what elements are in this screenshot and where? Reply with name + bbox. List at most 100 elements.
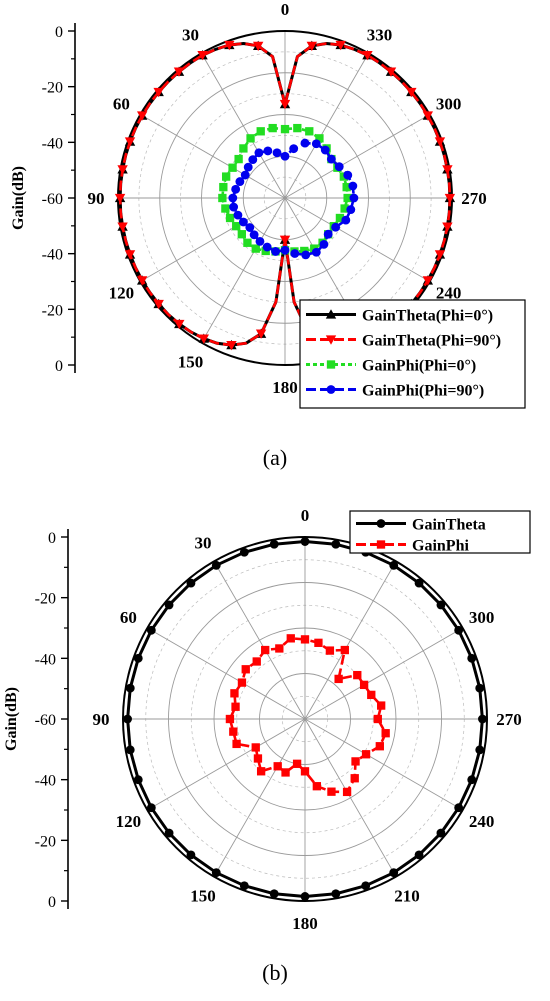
data-point	[268, 123, 277, 133]
data-point	[442, 222, 453, 232]
data-point	[221, 172, 231, 181]
data-point	[305, 127, 314, 136]
data-point	[331, 889, 341, 899]
grid-spoke	[284, 197, 430, 282]
angle-tick-label: 150	[178, 353, 204, 372]
grid-spoke	[201, 197, 286, 343]
angle-tick-label: 240	[436, 284, 462, 303]
radial-tick-label: -40	[35, 651, 56, 668]
data-point	[348, 181, 358, 191]
data-point	[269, 539, 279, 549]
data-point	[454, 803, 464, 813]
legend: GainTheta GainPhi	[349, 510, 531, 555]
data-point	[301, 250, 311, 260]
data-point	[245, 223, 255, 232]
angle-tick-label: 0	[281, 0, 290, 19]
data-point	[362, 51, 373, 61]
radial-tick-label: -40	[42, 247, 63, 264]
data-point	[239, 144, 248, 153]
grid-spoke	[304, 561, 397, 720]
data-point	[237, 678, 247, 687]
data-point	[146, 625, 156, 635]
radial-tick-label: 0	[48, 894, 56, 911]
grid-spoke	[304, 718, 463, 811]
data-point	[436, 600, 446, 610]
data-point	[197, 51, 208, 61]
data-point	[300, 767, 310, 776]
radial-tick-label: -20	[35, 833, 56, 850]
data-point	[340, 645, 349, 655]
data-point	[273, 762, 282, 771]
grid-spoke	[284, 114, 430, 199]
data-point	[389, 868, 399, 878]
data-point	[361, 750, 371, 759]
data-point	[240, 170, 250, 180]
angle-tick-label: 300	[469, 608, 495, 627]
data-point	[173, 67, 185, 77]
data-point	[467, 775, 477, 785]
data-point	[136, 111, 148, 121]
data-point	[280, 151, 290, 161]
data-point	[262, 242, 272, 252]
data-point	[341, 215, 351, 225]
radial-axis: 0 -20 -40 -60 -40 -20 0 Gain(dB)	[3, 529, 69, 911]
data-point	[311, 139, 321, 149]
legend-swatch-marker	[376, 519, 386, 528]
legend-entry-label: GainTheta(Phi=90°)	[362, 333, 501, 350]
angle-tick-label: 210	[394, 887, 420, 906]
data-point	[229, 727, 238, 736]
angle-tick-label: 150	[190, 887, 216, 906]
radial-axis-title: Gain(dB)	[10, 166, 27, 230]
data-point	[124, 137, 136, 147]
data-point	[221, 204, 230, 213]
data-point	[342, 787, 352, 797]
legend-swatch-marker	[326, 385, 336, 394]
radial-tick-label: -40	[42, 135, 63, 152]
data-point	[349, 193, 359, 203]
radial-tick-label: 0	[55, 24, 63, 41]
data-point	[263, 146, 273, 156]
data-point	[255, 236, 265, 246]
radial-axis: 0 -20 -40 -60 -40 -20 0 Gain(dB)	[10, 23, 76, 375]
data-point	[124, 250, 136, 260]
data-point	[467, 653, 477, 663]
angle-tick-label: 0	[301, 506, 310, 525]
data-point	[279, 99, 291, 110]
grid-spoke	[140, 114, 286, 199]
data-point	[146, 803, 156, 813]
data-point	[290, 249, 300, 258]
data-point	[125, 683, 135, 693]
grid-spoke	[147, 627, 306, 720]
data-point	[253, 754, 263, 763]
panel-label-b: (b)	[262, 960, 288, 985]
data-point	[233, 210, 243, 220]
data-point	[228, 193, 238, 203]
data-point	[286, 634, 295, 643]
data-point	[114, 193, 126, 204]
radial-tick-label: 0	[55, 358, 63, 375]
data-point	[293, 123, 302, 133]
data-point	[335, 40, 346, 51]
data-point	[350, 774, 359, 783]
legend-swatch-marker	[376, 540, 386, 549]
data-point	[225, 213, 235, 223]
data-point	[331, 222, 341, 232]
angle-tick-label: 120	[116, 812, 142, 831]
data-point	[241, 665, 250, 674]
series-3	[228, 138, 359, 260]
data-point	[136, 276, 148, 286]
grid-spoke	[140, 197, 286, 282]
data-point	[256, 767, 266, 776]
grid-spoke	[147, 718, 306, 811]
data-point	[252, 41, 264, 52]
data-point	[218, 193, 227, 203]
data-point	[306, 41, 318, 52]
data-point	[261, 645, 270, 655]
angle-tick-label: 90	[93, 710, 110, 729]
data-point	[353, 670, 362, 680]
polar-grid	[122, 536, 488, 902]
angle-tick-label: 180	[292, 914, 318, 933]
data-point	[246, 134, 255, 143]
angle-tick-label: 270	[461, 189, 487, 208]
